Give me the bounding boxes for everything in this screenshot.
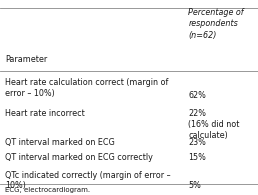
Text: Heart rate incorrect: Heart rate incorrect (5, 109, 85, 118)
Text: QT interval marked on ECG: QT interval marked on ECG (5, 138, 115, 147)
Text: QT interval marked on ECG correctly: QT interval marked on ECG correctly (5, 153, 153, 162)
Text: 62%: 62% (188, 91, 206, 100)
Text: QTc indicated correctly (margin of error –
10%): QTc indicated correctly (margin of error… (5, 171, 171, 190)
Text: ECG, electrocardiogram.: ECG, electrocardiogram. (5, 187, 90, 193)
Text: Heart rate calculation correct (margin of
error – 10%): Heart rate calculation correct (margin o… (5, 78, 168, 98)
Text: 15%: 15% (188, 153, 206, 162)
Text: Percentage of
respondents
(n=62): Percentage of respondents (n=62) (188, 8, 244, 40)
Text: 22%
(16% did not
calculate): 22% (16% did not calculate) (188, 109, 240, 140)
Text: 5%: 5% (188, 181, 201, 190)
Text: 23%: 23% (188, 138, 206, 147)
Text: Parameter: Parameter (5, 55, 47, 64)
